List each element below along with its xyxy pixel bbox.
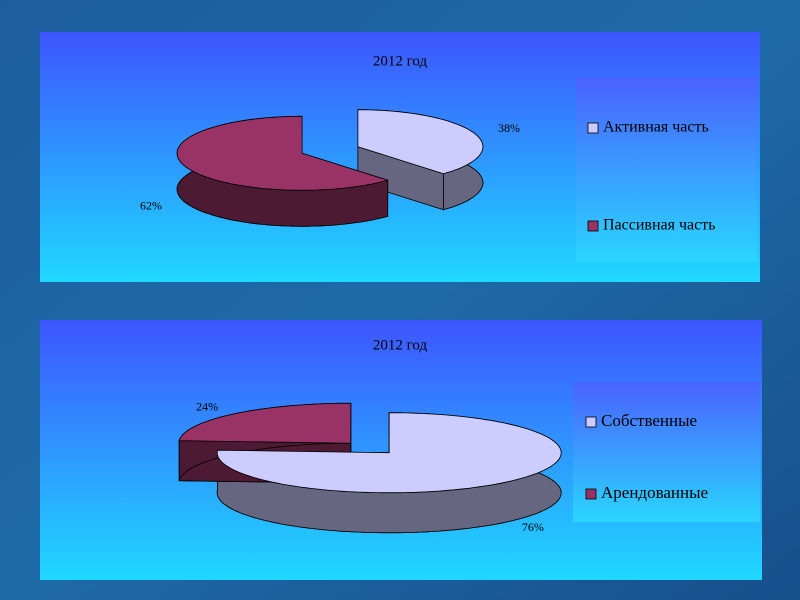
legend-label: Активная часть [603,119,709,136]
pie-slice [176,115,390,191]
pie-slice [357,109,484,175]
legend-label: Собственные [601,411,697,430]
chart-title: 2012 год [373,53,428,69]
pie-slice [216,412,562,494]
legend-swatch [587,220,599,232]
chart-panel: 2012 год 38% 62% Активная часть Пассивная ч… [40,32,760,282]
legend-swatch [585,416,597,428]
data-label: 24% [196,399,218,413]
legend-label: Пассивная часть [603,217,716,234]
data-label: 76% [522,520,544,534]
chart-panel: 2012 год 76% 24% Собственные Арендованные [40,320,762,580]
legend-label: Арендованные [601,483,708,502]
data-label: 38% [498,121,520,135]
chart-title: 2012 год [373,337,428,353]
legend-box [576,78,757,262]
legend-swatch [587,122,599,134]
legend-box [573,382,760,522]
pie-slice [178,402,352,444]
data-label: 62% [140,199,162,213]
legend-swatch [585,488,597,500]
